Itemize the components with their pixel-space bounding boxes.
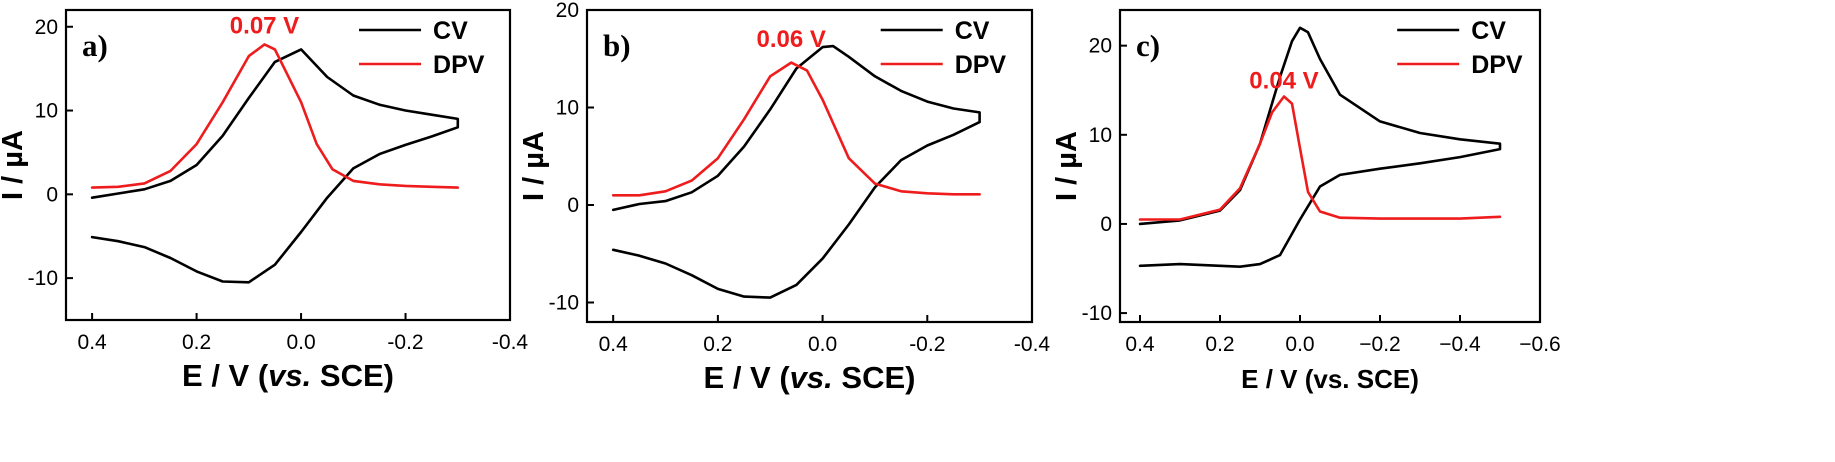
y-tick-label: 10 xyxy=(1089,124,1112,147)
plot-frame xyxy=(585,8,1034,324)
series-cv-line xyxy=(611,44,981,299)
x-axis-title: E / V (vs. SCE) xyxy=(182,358,394,393)
x-tick-label: 0.4 xyxy=(78,331,108,354)
y-tick-label: 0 xyxy=(46,183,58,206)
plot-frame xyxy=(1118,8,1542,324)
y-tick-label: 20 xyxy=(35,16,58,39)
y-tick-label: 0 xyxy=(567,194,579,217)
y-axis-title: I / µA xyxy=(0,130,29,200)
x-tick-label: 0.0 xyxy=(1285,333,1314,356)
legend-label-cv: CV xyxy=(1471,17,1506,45)
x-tick-label: -0.2 xyxy=(909,333,945,356)
x-tick-label: 0.2 xyxy=(1205,333,1234,356)
y-tick-label: 20 xyxy=(556,0,579,22)
y-axis-title: I / µA xyxy=(518,131,550,201)
x-tick-label: −0.6 xyxy=(1519,333,1560,356)
panel-label: c) xyxy=(1136,28,1160,63)
y-axis-title: I / µA xyxy=(1051,131,1083,201)
x-axis-title: E / V (vs. SCE) xyxy=(1241,364,1419,394)
x-tick-label: 0.0 xyxy=(808,333,837,356)
series-cv-line xyxy=(1138,26,1502,268)
plot-frame xyxy=(64,8,512,322)
panel-label: b) xyxy=(603,28,631,63)
series-dpv-line xyxy=(1138,95,1502,221)
legend-label-dpv: DPV xyxy=(433,51,485,79)
x-tick-label: -0.4 xyxy=(492,331,529,354)
panel-label: a) xyxy=(82,28,108,63)
y-tick-label: 10 xyxy=(35,100,58,123)
legend-label-dpv: DPV xyxy=(955,51,1007,79)
peak-potential-label: 0.06 V xyxy=(756,26,825,53)
chart-panel-1: 0.4 0.2 0.0 -0.2 -0.4 -10 0 10 20 CV DPV a) 0.07 V E … xyxy=(0,8,529,393)
series-cv-line xyxy=(90,48,460,284)
x-tick-label: 0.0 xyxy=(286,331,315,354)
y-tick-label: 0 xyxy=(1100,213,1112,236)
x-tick-label: −0.2 xyxy=(1359,333,1400,356)
x-tick-label: −0.4 xyxy=(1439,333,1481,356)
x-tick-label: -0.2 xyxy=(387,331,423,354)
legend-label-cv: CV xyxy=(955,17,990,45)
x-tick-label: 0.2 xyxy=(703,333,732,356)
series-dpv-line xyxy=(611,61,981,197)
series-dpv-line xyxy=(90,43,460,189)
chart-panel-3: 0.4 0.2 0.0 −0.2 −0.4 −0.6 -10 0 10 20 CV DPV c) 0.04… xyxy=(1051,8,1561,394)
y-tick-label: 10 xyxy=(556,97,579,120)
x-tick-label: 0.4 xyxy=(1125,333,1155,356)
x-tick-label: 0.4 xyxy=(599,333,629,356)
peak-potential-label: 0.07 V xyxy=(230,12,299,39)
y-tick-label: 20 xyxy=(1089,35,1112,58)
x-tick-label: -0.4 xyxy=(1014,333,1051,356)
legend-label-dpv: DPV xyxy=(1471,51,1523,79)
x-axis-title: E / V (vs. SCE) xyxy=(704,360,916,395)
y-tick-label: -10 xyxy=(1082,302,1112,325)
legend-label-cv: CV xyxy=(433,17,468,45)
chart-panel-2: 0.4 0.2 0.0 -0.2 -0.4 -10 0 10 20 CV DPV b) 0.06 V E … xyxy=(518,0,1050,395)
peak-potential-label: 0.04 V xyxy=(1249,67,1318,94)
y-tick-label: -10 xyxy=(28,267,58,290)
x-tick-label: 0.2 xyxy=(182,331,211,354)
y-tick-label: -10 xyxy=(549,292,579,315)
